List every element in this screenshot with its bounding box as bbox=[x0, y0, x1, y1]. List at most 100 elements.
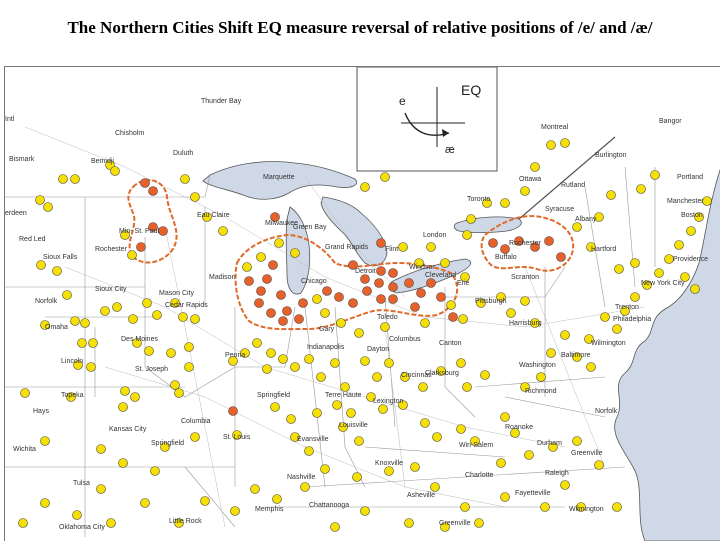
city-label: Pittsburgh bbox=[475, 298, 507, 305]
dot bbox=[77, 338, 87, 348]
dot bbox=[466, 214, 476, 224]
dot bbox=[294, 314, 304, 324]
city-label: Detroit bbox=[355, 268, 376, 275]
city-label: Buffalo bbox=[495, 254, 517, 261]
dot bbox=[420, 318, 430, 328]
dot bbox=[458, 314, 468, 324]
dot bbox=[166, 348, 176, 358]
dot bbox=[256, 252, 266, 262]
non-reversal-dots bbox=[18, 138, 712, 532]
dot bbox=[268, 260, 278, 270]
atlantic-ocean bbox=[614, 168, 720, 541]
dot bbox=[278, 316, 288, 326]
dot bbox=[96, 484, 106, 494]
dot bbox=[338, 422, 348, 432]
dot bbox=[330, 522, 340, 532]
dot bbox=[266, 308, 276, 318]
city-label: Philadelphia bbox=[613, 316, 651, 323]
city-label: Terre Haute bbox=[325, 392, 362, 399]
dot bbox=[380, 172, 390, 182]
city-label: Wilmington bbox=[569, 506, 604, 513]
city-label: Chattanooga bbox=[309, 502, 349, 509]
dot bbox=[35, 195, 45, 205]
city-label: Louisville bbox=[339, 422, 368, 429]
lake-superior bbox=[202, 161, 358, 200]
city-label: Eau Claire bbox=[197, 212, 230, 219]
city-label: Norfolk bbox=[35, 298, 58, 305]
dot bbox=[316, 372, 326, 382]
eq-legend-label: EQ bbox=[461, 82, 481, 98]
city-label: Hays bbox=[33, 408, 49, 415]
dot bbox=[62, 290, 72, 300]
st-lawrence-river bbox=[518, 136, 616, 220]
dot bbox=[174, 518, 184, 528]
dot bbox=[278, 354, 288, 364]
dot bbox=[686, 226, 696, 236]
dot bbox=[348, 260, 358, 270]
city-label: Providence bbox=[673, 256, 708, 263]
city-label: Indianapolis bbox=[307, 344, 345, 351]
city-label: Greenville bbox=[439, 520, 471, 527]
lake-huron bbox=[320, 196, 388, 267]
city-label: Flint bbox=[385, 246, 398, 253]
dot bbox=[132, 338, 142, 348]
dot bbox=[462, 382, 472, 392]
eq-legend-vowel-ae: æ bbox=[445, 144, 455, 156]
dot bbox=[276, 290, 286, 300]
dot bbox=[118, 458, 128, 468]
dot bbox=[170, 298, 180, 308]
dot bbox=[546, 140, 556, 150]
dot bbox=[174, 388, 184, 398]
dot bbox=[272, 494, 282, 504]
city-label: Springfield bbox=[257, 392, 290, 399]
dot bbox=[88, 338, 98, 348]
city-label: Charlotte bbox=[465, 472, 494, 479]
dot bbox=[586, 242, 596, 252]
dot bbox=[612, 502, 622, 512]
dot bbox=[346, 408, 356, 418]
city-label: Red Led bbox=[19, 236, 46, 243]
dot bbox=[312, 408, 322, 418]
dot bbox=[556, 252, 566, 262]
city-label: Richmond bbox=[525, 388, 557, 395]
city-label: Rochester bbox=[509, 240, 542, 247]
dot bbox=[572, 222, 582, 232]
dot bbox=[500, 198, 510, 208]
dot bbox=[282, 306, 292, 316]
dot bbox=[73, 360, 83, 370]
dot bbox=[256, 286, 266, 296]
city-label: Cedar Rapids bbox=[165, 302, 208, 309]
ncs-outlines bbox=[127, 179, 575, 331]
dot bbox=[312, 294, 322, 304]
city-label: Columbia bbox=[181, 418, 211, 425]
city-labels: Thunder Bay Intl Chisholm Duluth Bemidji… bbox=[5, 98, 708, 531]
dot bbox=[290, 432, 300, 442]
city-label: Burlington bbox=[595, 152, 627, 159]
dot bbox=[488, 238, 498, 248]
city-label: Topeka bbox=[61, 392, 84, 399]
city-label: Canton bbox=[439, 340, 462, 347]
dot bbox=[650, 170, 660, 180]
city-label: Madison bbox=[209, 274, 236, 281]
dot bbox=[560, 480, 570, 490]
dot bbox=[202, 212, 212, 222]
dot bbox=[500, 244, 510, 254]
dot bbox=[228, 356, 238, 366]
eq-legend-box bbox=[356, 67, 498, 172]
ncs-outline-great-lakes bbox=[234, 233, 459, 331]
city-label: Fayetteville bbox=[515, 490, 551, 497]
dot bbox=[322, 286, 332, 296]
dot bbox=[190, 314, 200, 324]
dot bbox=[352, 472, 362, 482]
city-label: Oklahoma City bbox=[59, 524, 105, 531]
city-label: Lexington bbox=[373, 398, 403, 405]
dot bbox=[702, 196, 712, 206]
ncs-outline-upstate-ny bbox=[480, 215, 575, 272]
dot bbox=[40, 498, 50, 508]
dot bbox=[416, 288, 426, 298]
dot bbox=[142, 298, 152, 308]
city-label: Hartford bbox=[591, 246, 616, 253]
city-label: Wichita bbox=[13, 446, 36, 453]
city-label: Memphis bbox=[255, 506, 284, 513]
dot bbox=[410, 462, 420, 472]
